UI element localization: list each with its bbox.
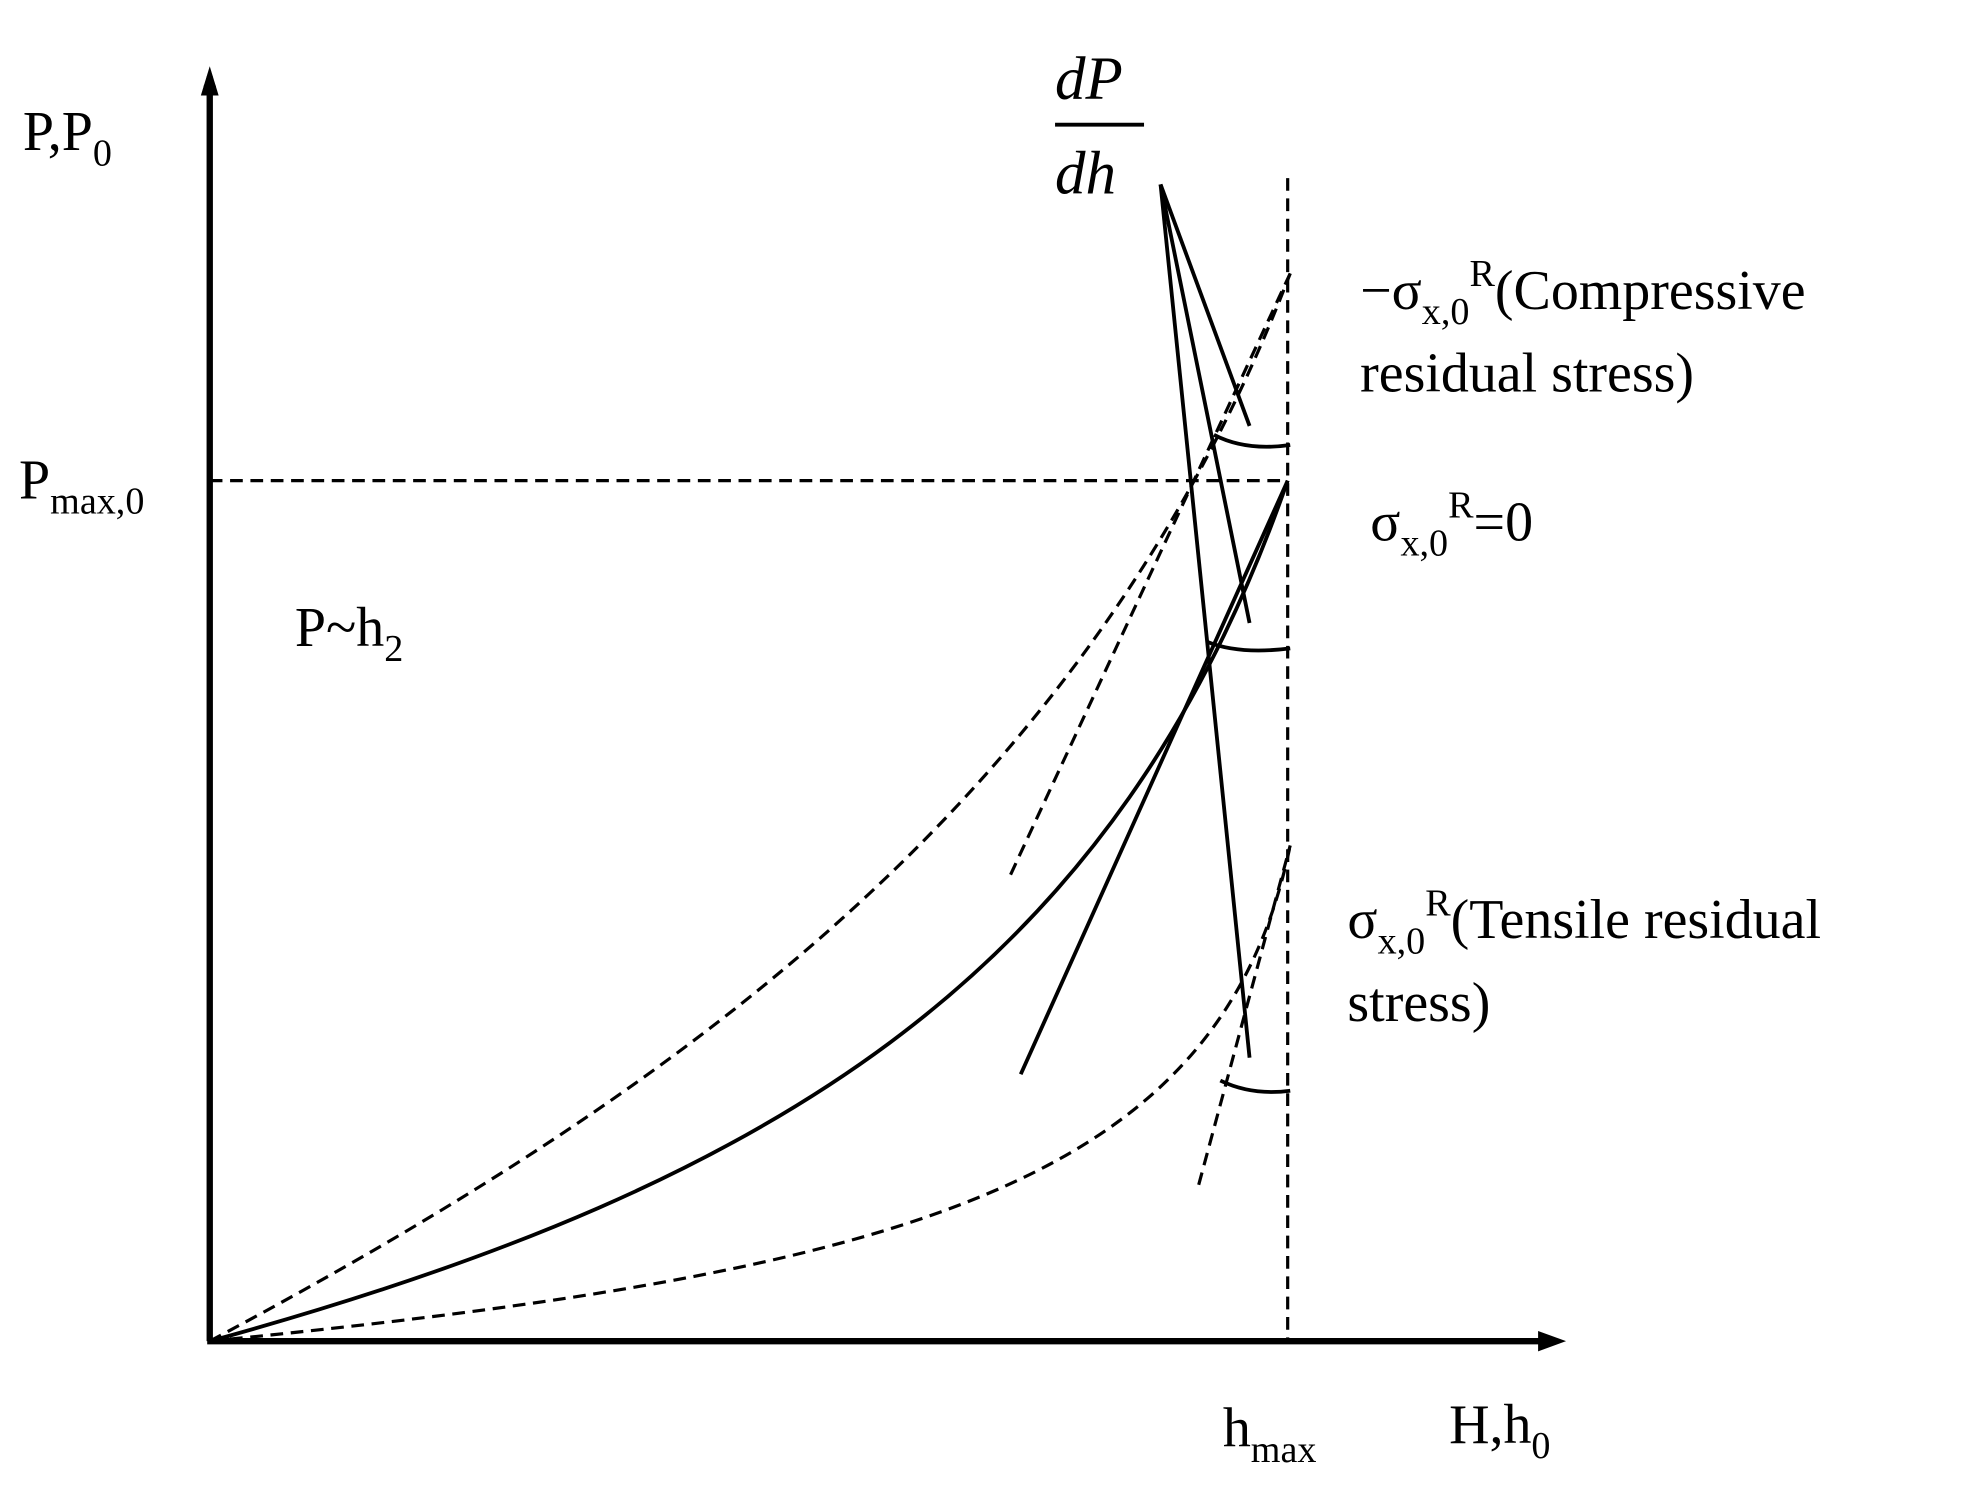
zero-stress-label: σx,0R=0 [1370, 484, 1533, 564]
zero-tangent [1018, 479, 1290, 1076]
label-text: H,h [1449, 1394, 1531, 1456]
x-axis-label: H,h0 [1449, 1394, 1550, 1467]
tensile-tangent [1197, 845, 1292, 1186]
label-text: =0 [1474, 491, 1534, 553]
slope-pointer [1158, 184, 1252, 1058]
label-text: P [19, 449, 50, 511]
h-max-label: hmax [1223, 1398, 1317, 1471]
slope-pointer [1158, 184, 1252, 624]
label-sub: max,0 [50, 481, 144, 523]
label-sub: 2 [384, 628, 403, 670]
label-sup: R [1469, 253, 1495, 295]
label-text: σ [1370, 491, 1400, 553]
compressive-label-line2: residual stress) [1360, 343, 1694, 405]
label-sup: R [1448, 484, 1474, 526]
label-text: σ [1347, 889, 1377, 951]
label-sub: 0 [1531, 1425, 1550, 1467]
angle-arc [1219, 1078, 1291, 1094]
p-max-label: Pmax,0 [19, 449, 144, 522]
label-text: P~h [295, 597, 384, 659]
zero-stress-curve [209, 479, 1290, 1344]
label-sub: x,0 [1422, 291, 1470, 333]
slope-denominator: dh [1055, 140, 1116, 207]
label-sub: 0 [93, 132, 112, 174]
label-sup: R [1425, 882, 1451, 924]
label-text: h [1223, 1398, 1251, 1460]
compressive-label: −σx,0R(Compressive [1360, 253, 1805, 333]
tensile-label-line2: stress) [1347, 972, 1490, 1034]
angle-arc [1206, 640, 1291, 653]
compressive-curve [208, 272, 1292, 1343]
y-axis-label: P,P0 [23, 101, 112, 174]
slope-pointer [1158, 183, 1252, 427]
label-text: (Compressive [1495, 260, 1806, 322]
slope-numerator: dP [1055, 46, 1123, 113]
compressive-tangent [1009, 272, 1292, 876]
label-text: (Tensile residual [1451, 889, 1821, 951]
label-text: P,P [23, 101, 93, 163]
power-law-label: P~h2 [295, 597, 403, 670]
x-arrow [1538, 1331, 1567, 1352]
y-arrow [200, 66, 219, 96]
label-sub: x,0 [1378, 920, 1426, 962]
tensile-curve [209, 845, 1292, 1343]
label-sub: x,0 [1400, 523, 1448, 565]
tensile-label: σx,0R(Tensile residual [1347, 882, 1821, 962]
label-text: −σ [1360, 260, 1422, 322]
label-sub: max [1251, 1429, 1317, 1471]
angle-arc [1213, 433, 1291, 449]
